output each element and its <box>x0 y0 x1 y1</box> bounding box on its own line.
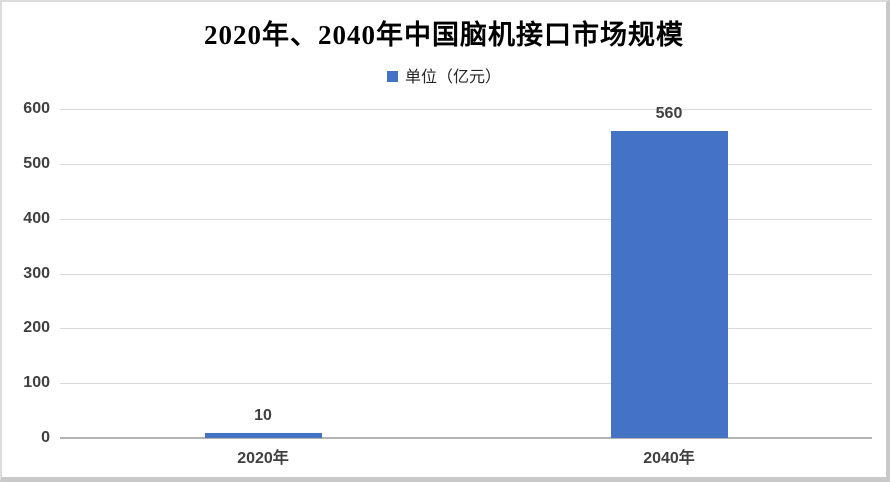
y-tick-label-3: 300 <box>23 264 50 282</box>
bar-1 <box>610 130 728 438</box>
chart-title: 2020年、2040年中国脑机接口市场规模 <box>204 20 684 50</box>
y-tick-label-2: 200 <box>23 319 50 337</box>
gridline-5 <box>60 163 872 165</box>
y-tick-label-6: 600 <box>23 100 50 117</box>
y-tick-label-1: 100 <box>23 374 50 392</box>
x-axis-line <box>60 437 872 439</box>
gridline-1 <box>60 383 872 385</box>
gridline-6 <box>60 109 872 110</box>
x-category-label-0: 2020年 <box>237 450 289 467</box>
x-category-label-1: 2040年 <box>643 450 695 467</box>
gridline-4 <box>60 218 872 220</box>
legend: 单位（亿元） <box>2 63 886 87</box>
bar-value-label-0: 10 <box>254 406 272 424</box>
bar-value-label-1: 560 <box>655 104 683 122</box>
y-tick-label-0: 0 <box>41 429 50 446</box>
gridline-2 <box>60 328 872 330</box>
legend-label: 单位（亿元） <box>404 69 501 86</box>
y-tick-label-5: 500 <box>23 154 50 172</box>
gridline-3 <box>60 273 872 275</box>
bar-0 <box>204 432 322 438</box>
legend-swatch <box>386 70 398 82</box>
y-tick-label-4: 400 <box>23 209 50 227</box>
